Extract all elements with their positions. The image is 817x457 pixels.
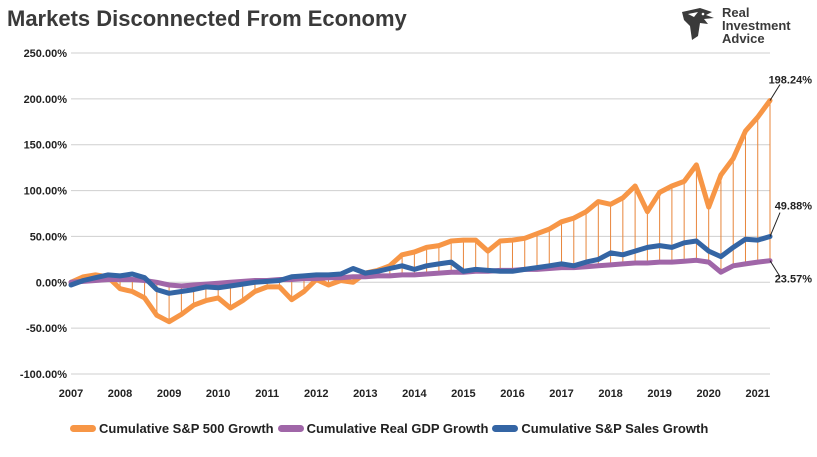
x-axis-ticks: 2007 2008 2009 2010 2011 2012 2013 2014 2015 2016…	[59, 388, 770, 400]
legend-label: Cumulative Real GDP Growth	[306, 420, 489, 436]
x-tick-label: 2014	[402, 388, 427, 400]
y-tick-label: 100.00%	[24, 186, 68, 198]
series-line-2	[68, 257, 773, 289]
logo-line-1: Real	[722, 5, 750, 20]
x-tick-label: 2007	[59, 388, 83, 400]
y-tick-label: 0.00%	[36, 277, 67, 289]
legend-item: Cumulative Real GDP Growth	[277, 420, 489, 436]
drop-lines	[82, 100, 771, 322]
x-tick-label: 2013	[353, 388, 377, 400]
end-value-label: 23.57%	[775, 274, 813, 286]
brand-logo: Real Investment Advice	[678, 6, 813, 46]
x-tick-label: 2016	[500, 388, 524, 400]
y-tick-label: 50.00%	[30, 231, 68, 243]
x-tick-label: 2010	[206, 388, 230, 400]
legend-item: Cumulative S&P 500 Growth	[70, 421, 274, 436]
series-line-1	[68, 98, 773, 325]
end-value-label: 198.24%	[769, 74, 813, 86]
x-tick-label: 2021	[745, 388, 769, 400]
legend-swatch	[70, 424, 96, 432]
annotation-leader	[769, 260, 781, 277]
end-annotations: 198.24% 49.88% 23.57%	[769, 74, 813, 285]
x-tick-label: 2017	[549, 388, 573, 400]
legend-swatch	[492, 424, 519, 432]
y-tick-label: 200.00%	[24, 94, 68, 106]
series-line-3	[68, 234, 773, 296]
x-tick-label: 2019	[647, 388, 671, 400]
legend-label: Cumulative S&P Sales Growth	[521, 420, 709, 436]
logo-line-3: Advice	[722, 31, 765, 46]
legend-item: Cumulative S&P Sales Growth	[492, 421, 708, 436]
x-tick-label: 2008	[108, 388, 132, 400]
x-tick-label: 2012	[304, 388, 328, 400]
legend: Cumulative S&P 500 Growth Cumulative Real…	[70, 418, 810, 438]
end-value-label: 49.88%	[775, 201, 813, 213]
x-tick-label: 2018	[598, 388, 622, 400]
annotation-leader	[769, 212, 781, 237]
y-tick-label: 250.00%	[24, 48, 68, 60]
y-tick-label: -100.00%	[20, 369, 67, 381]
eagle-head-icon	[682, 8, 714, 40]
logo-line-2: Investment	[722, 18, 791, 33]
y-axis-ticks: 250.00% 200.00% 150.00% 100.00% 50.00% 0.00% -…	[20, 48, 67, 381]
x-tick-label: 2020	[696, 388, 720, 400]
annotation-leader	[769, 84, 781, 101]
legend-swatch	[277, 424, 304, 432]
x-tick-label: 2011	[255, 388, 279, 400]
series-lines	[68, 98, 773, 325]
gridlines	[71, 52, 770, 375]
chart-title: Markets Disconnected From Economy	[7, 6, 407, 31]
y-tick-label: 150.00%	[24, 140, 68, 152]
legend-label: Cumulative S&P 500 Growth	[99, 420, 274, 436]
x-tick-label: 2009	[157, 388, 181, 400]
y-tick-label: -50.00%	[26, 323, 67, 335]
x-tick-label: 2015	[451, 388, 475, 400]
